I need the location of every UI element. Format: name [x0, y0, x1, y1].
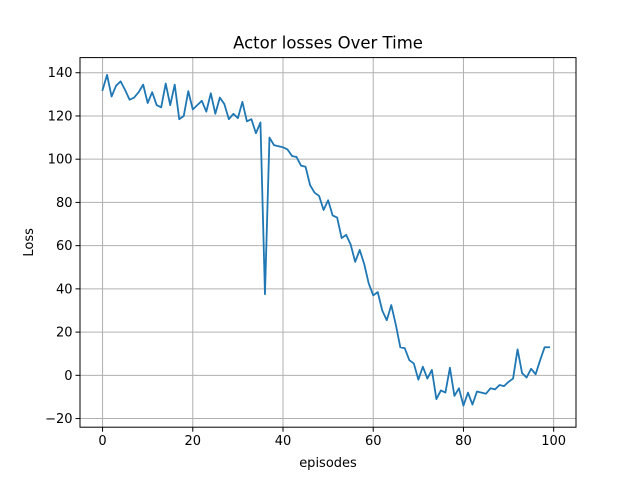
x-tick-label: 0 — [98, 434, 106, 449]
y-tick-label: 80 — [56, 196, 73, 211]
y-tick-label: 140 — [48, 66, 73, 81]
ticks: 0 20 40 60 80 100 −20 0 20 40 60 80 100 120 140 — [45, 66, 566, 449]
x-axis-label: episodes — [299, 456, 357, 471]
y-tick-label: 120 — [48, 109, 73, 124]
y-tick-label: −20 — [45, 412, 72, 427]
y-tick-label: 20 — [56, 326, 73, 341]
grid — [80, 57, 576, 428]
y-tick-label: 40 — [56, 282, 73, 297]
x-tick-label: 40 — [275, 434, 292, 449]
y-tick-label: 0 — [64, 369, 72, 384]
series-layer — [101, 73, 551, 407]
chart-title: Actor losses Over Time — [233, 34, 423, 53]
x-tick-label: 100 — [541, 434, 566, 449]
x-tick-label: 20 — [185, 434, 202, 449]
series-line — [101, 73, 551, 407]
x-tick-label: 80 — [455, 434, 472, 449]
x-tick-label: 60 — [365, 434, 382, 449]
y-tick-label: 100 — [48, 153, 73, 168]
y-tick-label: 60 — [56, 239, 73, 254]
y-axis-label: Loss — [22, 228, 37, 257]
plot-frame — [79, 57, 577, 428]
